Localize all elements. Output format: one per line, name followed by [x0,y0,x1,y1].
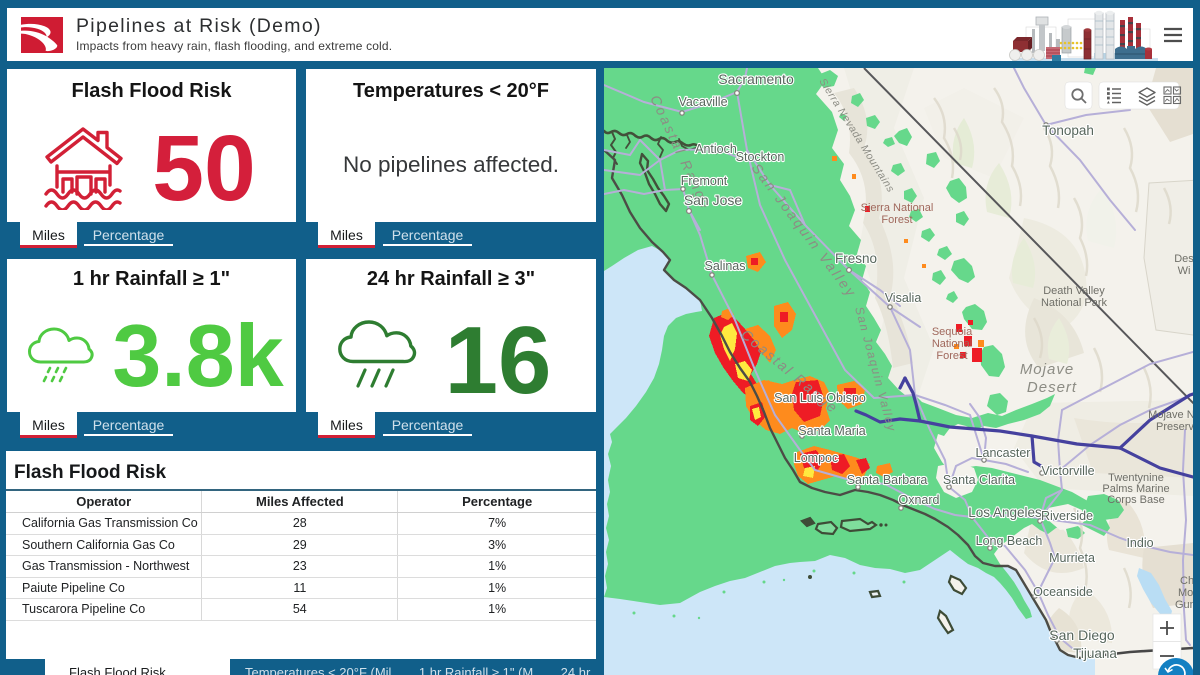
svg-text:Des: Des [1174,253,1193,265]
svg-text:Twentynine: Twentynine [1108,472,1164,484]
svg-text:Stockton: Stockton [736,150,785,164]
svg-text:Visalia: Visalia [885,291,922,305]
svg-text:Riverside: Riverside [1041,509,1093,523]
svg-text:Sierra National: Sierra National [861,202,934,214]
svg-text:Forest: Forest [881,214,912,226]
svg-text:Fresno: Fresno [835,251,877,266]
svg-text:Gunne: Gunne [1175,599,1193,611]
svg-text:Mou: Mou [1178,587,1193,599]
svg-text:National Park: National Park [1041,297,1108,309]
svg-text:Salinas: Salinas [705,259,746,273]
svg-text:Cho: Cho [1180,575,1193,587]
svg-text:National: National [932,338,972,350]
svg-text:Sequoia: Sequoia [932,326,973,338]
svg-text:Fremont: Fremont [681,174,728,188]
svg-text:Antioch: Antioch [695,142,737,156]
svg-text:Death Valley: Death Valley [1043,285,1105,297]
svg-text:Mojave Nat: Mojave Nat [1148,409,1193,421]
svg-text:Murrieta: Murrieta [1049,551,1095,565]
svg-text:Forest: Forest [936,350,967,362]
svg-text:Indio: Indio [1126,536,1153,550]
svg-text:Long Beach: Long Beach [976,534,1043,548]
svg-text:Wi: Wi [1178,265,1191,277]
svg-text:Los Angeles: Los Angeles [968,505,1042,520]
svg-text:Santa Barbara: Santa Barbara [847,473,928,487]
svg-text:Desert: Desert [1027,379,1077,396]
svg-text:Santa Maria: Santa Maria [798,424,865,438]
svg-text:Oxnard: Oxnard [899,493,940,507]
svg-text:Victorville: Victorville [1041,464,1094,478]
svg-text:San Jose: San Jose [684,192,743,208]
svg-text:Lompoc: Lompoc [794,451,838,465]
svg-text:Vacaville: Vacaville [678,95,727,109]
svg-text:Preserve: Preserve [1156,421,1193,433]
svg-text:Palms Marine: Palms Marine [1102,483,1169,495]
svg-text:Oceanside: Oceanside [1033,585,1093,599]
svg-text:Corps Base: Corps Base [1107,494,1164,506]
svg-text:Santa Clarita: Santa Clarita [943,473,1015,487]
svg-text:Tonopah: Tonopah [1042,123,1094,138]
svg-text:San Luis Obispo: San Luis Obispo [774,391,866,405]
svg-text:Mojave: Mojave [1020,361,1074,378]
svg-text:Lancaster: Lancaster [976,446,1031,460]
svg-text:San Diego: San Diego [1049,627,1115,643]
svg-text:Tijuana: Tijuana [1073,646,1117,661]
svg-text:Sacramento: Sacramento [718,71,794,87]
